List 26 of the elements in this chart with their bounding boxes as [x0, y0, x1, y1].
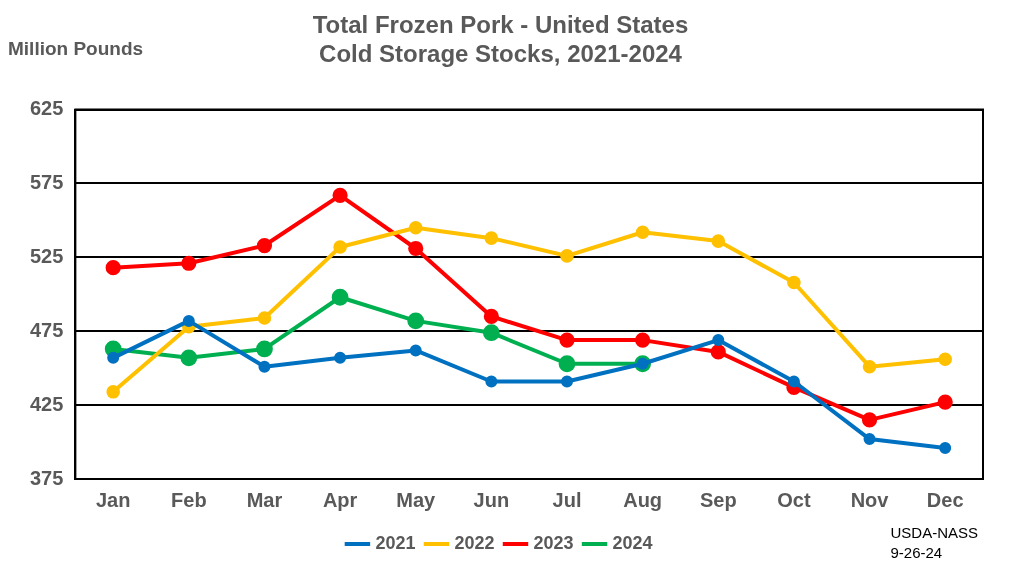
- y-tick-label: 375: [29, 466, 64, 489]
- text: 9-26-24: [890, 543, 944, 563]
- y-tick-label: 475: [29, 318, 64, 341]
- legend-label: 2024: [612, 532, 653, 553]
- y-tick-label: 625: [29, 97, 64, 120]
- x-tick-label: Aug: [623, 488, 663, 511]
- x-tick-label: Dec: [926, 488, 964, 511]
- x-tick-label: Mar: [246, 488, 283, 511]
- x-tick-label: Jul: [552, 488, 582, 511]
- y-tick-label: 575: [29, 171, 64, 193]
- legend-label: 2021: [375, 532, 416, 553]
- chart-title: Total Frozen Pork - United States Cold Storage Stocks, 2021-2024: [312, 11, 689, 67]
- legend-label: 2023: [533, 532, 574, 553]
- legend-label: 2022: [454, 532, 495, 553]
- x-tick-label: Sep: [699, 488, 737, 511]
- x-tick-label: Feb: [171, 488, 207, 511]
- y-tick-label: 525: [29, 244, 64, 267]
- x-tick-label: Jun: [473, 488, 510, 511]
- x-tick-label: May: [396, 488, 437, 511]
- x-tick-label: Apr: [322, 488, 358, 511]
- y-tick-label: 425: [29, 392, 64, 415]
- y-axis-title: Million Pounds: [8, 38, 144, 60]
- x-tick-label: Nov: [850, 488, 890, 511]
- x-tick-label: Oct: [777, 488, 811, 511]
- text: USDA-NASS: [890, 523, 978, 543]
- x-tick-label: Jan: [95, 488, 131, 511]
